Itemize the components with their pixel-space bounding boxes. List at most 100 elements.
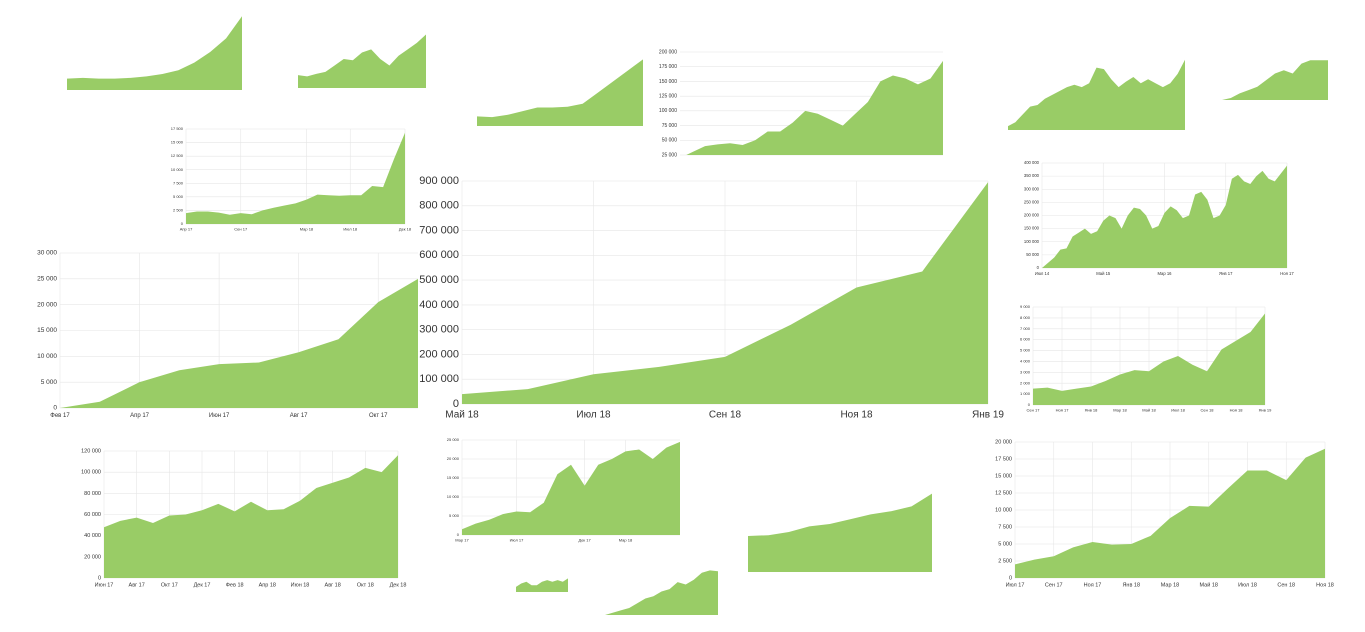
y-tick-label: 20 000 [995, 439, 1012, 445]
y-tick-label: 125 000 [659, 93, 677, 99]
y-tick-label: 50 000 [1026, 252, 1039, 257]
x-tick-label: Янв 19 [972, 410, 1004, 421]
y-tick-label: 8 000 [1020, 315, 1031, 320]
x-tick-label: Янв 19 [1259, 408, 1273, 413]
y-tick-label: 10 000 [447, 494, 460, 499]
x-tick-label: Июл 18 [1238, 582, 1257, 588]
chart: 0 50 000 100 000 150 000 200 000 250 000 300 0… [1024, 160, 1295, 276]
x-tick-label: Май 18 [1200, 581, 1218, 588]
x-tick-label: Дек 17 [194, 582, 211, 588]
x-tick-label: Сен 17 [1045, 582, 1063, 588]
y-tick-label: 100 000 [81, 470, 101, 476]
x-tick-label: Июл 14 [1035, 271, 1050, 276]
area [104, 455, 398, 578]
y-tick-label: 30 000 [37, 250, 57, 257]
area [605, 570, 718, 615]
area [1015, 448, 1325, 578]
x-tick-label: Авг 17 [290, 413, 308, 419]
x-tick-label: Мар 16 [1157, 271, 1172, 276]
x-tick-label: Ноя 17 [1056, 408, 1070, 413]
x-tick-label: Сен 18 [1277, 582, 1295, 588]
y-tick-label: 250 000 [1024, 199, 1040, 204]
y-tick-label: 0 [457, 532, 460, 537]
y-tick-label: 40 000 [84, 533, 101, 539]
x-tick-label: Июн 18 [291, 582, 310, 588]
x-tick-label: Дек 18 [399, 227, 412, 232]
x-tick-label: Июн 17 [95, 582, 114, 588]
y-tick-label: 17 500 [171, 126, 184, 131]
area [1222, 60, 1328, 100]
chart: 0 2 500 5 000 7 500 10 000 12 500 15 000 17 500… [171, 126, 412, 232]
y-tick-label: 500 000 [419, 274, 459, 286]
y-tick-label: 15 000 [171, 140, 184, 145]
y-tick-label: 150 000 [1024, 226, 1040, 231]
x-tick-label: Окт 17 [161, 582, 178, 588]
y-tick-label: 75 000 [662, 123, 678, 129]
x-tick-label: Июл 18 [576, 410, 611, 421]
x-tick-label: Апр 18 [259, 582, 276, 588]
chart [516, 578, 568, 592]
x-tick-label: Дек 17 [579, 538, 592, 543]
y-tick-label: 1 000 [1020, 391, 1031, 396]
x-tick-label: Окт 18 [357, 582, 374, 588]
y-tick-label: 350 000 [1024, 173, 1040, 178]
y-tick-label: 0 [453, 398, 459, 410]
x-tick-label: Июн 17 [209, 413, 230, 419]
x-tick-label: Мар 18 [1113, 408, 1127, 413]
y-tick-label: 7 000 [1020, 326, 1031, 331]
x-tick-label: Янв 17 [1219, 271, 1233, 276]
y-tick-label: 5 000 [41, 379, 58, 386]
y-tick-label: 3 000 [1020, 369, 1031, 374]
chart: 0 5 000 10 000 15 000 20 000 25 000 30 000 Фев … [37, 250, 418, 419]
y-tick-label: 4 000 [1020, 359, 1031, 364]
y-tick-label: 15 000 [995, 473, 1012, 479]
y-tick-label: 120 000 [81, 448, 101, 454]
area [1008, 59, 1185, 130]
y-tick-label: 800 000 [419, 200, 459, 212]
y-tick-label: 0 [1037, 265, 1040, 270]
y-tick-label: 100 000 [419, 373, 459, 385]
x-tick-label: Апр 17 [180, 227, 193, 232]
y-tick-label: 0 [1028, 402, 1031, 407]
y-tick-label: 600 000 [419, 249, 459, 261]
y-tick-label: 300 000 [419, 324, 459, 336]
y-tick-label: 25 000 [447, 437, 460, 442]
y-tick-label: 2 500 [173, 207, 184, 212]
x-tick-label: Ноя 17 [1084, 582, 1102, 588]
x-tick-label: Янв 18 [1085, 408, 1099, 413]
y-tick-label: 25 000 [662, 152, 678, 158]
chart: 25 000 50 000 75 000 100 000 125 000 150 000 1… [659, 49, 943, 158]
y-tick-label: 0 [98, 575, 101, 581]
area [462, 441, 680, 535]
chart: 0 100 000 200 000 300 000 400 000 500 000 600 … [419, 175, 1004, 421]
chart [605, 570, 718, 615]
area [1033, 313, 1265, 405]
y-tick-label: 5 000 [449, 513, 460, 518]
y-tick-label: 60 000 [84, 512, 101, 518]
x-tick-label: Ноя 18 [1230, 408, 1244, 413]
chart [477, 59, 643, 126]
x-tick-label: Фев 18 [226, 582, 244, 588]
x-tick-label: Мар 18 [1161, 582, 1179, 588]
y-tick-label: 80 000 [84, 491, 101, 497]
area [477, 59, 643, 126]
y-tick-label: 200 000 [1024, 213, 1040, 218]
y-tick-label: 12 500 [995, 490, 1012, 496]
area [680, 60, 943, 155]
x-tick-label: Сен 17 [1027, 408, 1041, 413]
x-tick-label: Ноя 17 [1280, 271, 1294, 276]
y-tick-label: 400 000 [1024, 160, 1040, 165]
x-tick-label: Июл 17 [510, 538, 524, 543]
y-tick-label: 900 000 [419, 175, 459, 187]
chart [298, 34, 426, 88]
y-tick-label: 100 000 [1024, 239, 1040, 244]
x-tick-label: Янв 18 [1122, 582, 1140, 588]
x-tick-label: Авг 18 [325, 582, 341, 588]
x-tick-label: Ноя 18 [840, 410, 873, 421]
chart: 0 20 000 40 000 60 000 80 000 100 000 120 000 И… [81, 448, 406, 588]
chart [67, 16, 242, 90]
y-tick-label: 50 000 [662, 138, 678, 144]
y-tick-label: 17 500 [995, 456, 1012, 462]
chart: 0 1 000 2 000 3 000 4 000 5 000 6 000 7 000 8 00… [1020, 304, 1272, 413]
